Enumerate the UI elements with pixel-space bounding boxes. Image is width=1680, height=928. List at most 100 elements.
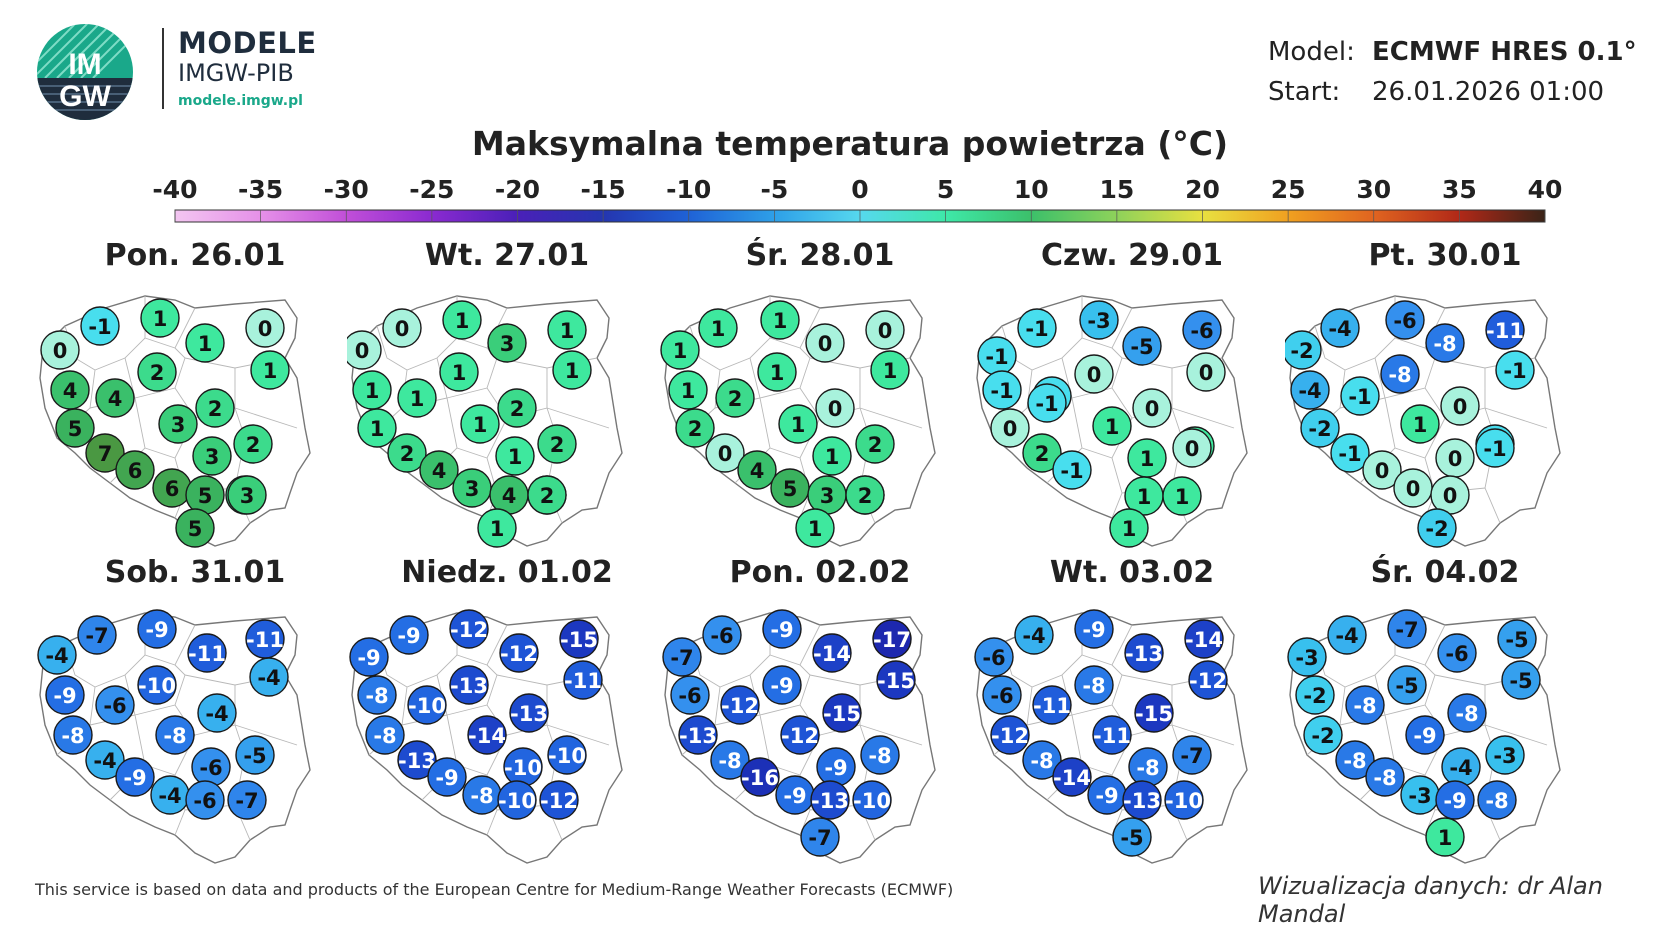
temperature-marker: -7 [1172, 735, 1212, 775]
temperature-marker: 3 [158, 404, 198, 444]
temperature-marker: -8 [1345, 685, 1385, 725]
region-border [1071, 664, 1123, 716]
temperature-marker: -12 [780, 715, 820, 755]
temperature-marker: -1 [1340, 376, 1380, 416]
day-label: Sob. 31.01 [104, 555, 286, 590]
temperature-value: 0 [1375, 459, 1390, 483]
day-label: Pt. 30.01 [1368, 238, 1522, 273]
marker-circle [1164, 780, 1204, 820]
temperature-marker: -15 [876, 660, 916, 700]
temperature-value: 1 [711, 317, 726, 341]
temperature-marker: -11 [1092, 715, 1132, 755]
poland-map: -4-7 -9-11-11-4-9 -6-10-4-8-4-8-9-4-5-6-7-… [37, 609, 311, 864]
marker-circle [227, 780, 267, 820]
temperature-marker: -4 [37, 635, 77, 675]
forecast-panel: Śr. 28.01111001121020145215312 [660, 238, 980, 548]
temperature-value: -6 [710, 624, 733, 648]
forecast-panel: Pt. 30.01-2-4-6-8-11-1-4-1-80-2-1100-10-… [1285, 238, 1605, 548]
marker-circle [1495, 350, 1535, 390]
marker-circle [115, 450, 155, 490]
forecast-panel: Śr. 04.02 -3 -4 -7 -6 -5 -5 -2 -8 -5 -8 -2 -8 -9 -8 -3-… [1285, 555, 1605, 864]
marker-circle [1182, 310, 1222, 350]
temperature-value: -16 [741, 766, 779, 790]
scale-tick-label: -35 [238, 175, 283, 204]
temperature-value: -7 [235, 789, 258, 813]
temperature-marker: -6 [670, 675, 710, 715]
temperature-value: -9 [397, 624, 420, 648]
temperature-value: 4 [108, 387, 123, 411]
day-label: Niedz. 01.02 [401, 555, 613, 590]
marker-circle [1300, 408, 1340, 448]
temperature-marker: -4 [1441, 747, 1481, 787]
temperature-value: -4 [1449, 756, 1472, 780]
temperature-marker: 1 [250, 350, 290, 390]
marker-circle [1287, 637, 1327, 677]
logo-text-bottom: GW [59, 80, 111, 113]
marker-circle [1122, 780, 1162, 820]
temperature-marker: -13 [397, 740, 437, 780]
temperature-marker: 2 [497, 388, 537, 428]
temperature-marker: -15 [1134, 693, 1174, 733]
temperature-value: -14 [468, 724, 506, 748]
temperature-value: -2 [1311, 724, 1334, 748]
temperature-value: -8 [718, 749, 741, 773]
marker-circle [1417, 508, 1457, 548]
temperature-marker: -6 [982, 675, 1022, 715]
temperature-marker: -6 [95, 685, 135, 725]
temperature-marker: 0 [40, 330, 80, 370]
temperature-marker: -3 [1400, 775, 1440, 815]
temperature-marker: 0 [1393, 468, 1433, 508]
marker-circle [497, 780, 537, 820]
temperature-value: -9 [783, 784, 806, 808]
region-border [134, 664, 186, 716]
temperature-value: 1 [883, 359, 898, 383]
temperature-marker: -10 [852, 780, 892, 820]
temperature-value: 0 [1443, 484, 1458, 508]
temperature-marker: -8 [155, 715, 195, 755]
temperature-value: -7 [1395, 618, 1418, 642]
temperature-value: -11 [1486, 319, 1524, 343]
marker-circle [990, 408, 1030, 448]
marker-circle [357, 675, 397, 715]
region-border [546, 407, 610, 429]
temperature-value: -13 [1125, 642, 1163, 666]
temperature-value: -8 [1136, 756, 1159, 780]
temperature-value: -15 [1135, 702, 1173, 726]
scale-tick-label: -30 [324, 175, 369, 204]
temperature-marker: -12 [1188, 660, 1228, 700]
temperature-value: -10 [408, 694, 446, 718]
temperature-value: -1 [985, 345, 1008, 369]
temperature-marker: 2 [527, 475, 567, 515]
marker-circle [1447, 693, 1487, 733]
temperature-value: -13 [510, 702, 548, 726]
temperature-marker: 0 [815, 388, 855, 428]
temperature-marker: 1 [495, 436, 535, 476]
temperature-value: -5 [1130, 335, 1153, 359]
brand-url[interactable]: modele.imgw.pl [178, 93, 303, 109]
temperature-marker: 7 [85, 433, 125, 473]
temperature-value: 1 [808, 517, 823, 541]
temperature-value: -12 [991, 724, 1029, 748]
temperature-value: 1 [1175, 485, 1190, 509]
marker-circle [137, 352, 177, 392]
region-border [1171, 407, 1235, 429]
temperature-marker: -4 [85, 740, 125, 780]
temperature-value: 1 [455, 309, 470, 333]
temperature-marker: -8 [53, 715, 93, 755]
temperature-marker: -2 [1300, 408, 1340, 448]
marker-circle [95, 378, 135, 418]
marker-circle [1188, 660, 1228, 700]
temperature-marker: -9 [762, 665, 802, 705]
marker-circle [872, 619, 912, 659]
marker-circle [389, 615, 429, 655]
temperature-value: -4 [93, 749, 116, 773]
marker-circle [710, 740, 750, 780]
temperature-marker: 0 [1440, 386, 1480, 426]
temperature-value: -5 [243, 744, 266, 768]
marker-circle [1014, 615, 1054, 655]
marker-circle [1079, 300, 1119, 340]
region-border [234, 407, 298, 429]
marker-circle [80, 306, 120, 346]
temperature-value: 1 [825, 445, 840, 469]
credit-note: Wizualizacja danych: dr Alan Mandal [1258, 872, 1603, 928]
